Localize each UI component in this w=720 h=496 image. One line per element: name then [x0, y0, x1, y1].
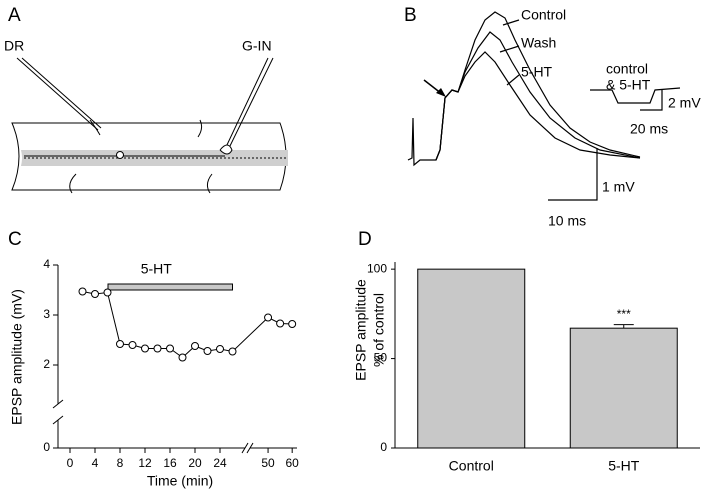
data-point [78, 287, 87, 296]
y-axis-label: % of control [371, 293, 387, 367]
y-tick-label: 2 [43, 357, 50, 371]
trace-label: Control [521, 7, 566, 23]
data-point [103, 288, 112, 297]
data-point [264, 313, 273, 322]
data-point [141, 344, 149, 353]
data-point [203, 347, 212, 355]
data-point [91, 290, 99, 298]
panel-label: A [8, 5, 21, 26]
data-point [191, 342, 199, 350]
scale-label: 2 mV [668, 95, 701, 111]
x-tick-label: Control [449, 458, 494, 474]
x-tick-label: 50 [261, 456, 275, 470]
data-point [288, 320, 297, 328]
panel-label: D [358, 229, 372, 250]
data-point [166, 344, 174, 353]
epsp-traces [407, 11, 681, 201]
y-tick-label: 100 [367, 261, 387, 275]
data-point [228, 347, 237, 356]
panel-label: C [8, 229, 22, 250]
y-tick-label: 0 [380, 440, 387, 454]
significance-label: *** [617, 307, 631, 321]
trace-label: Wash [521, 35, 556, 51]
treatment-label: 5-HT [141, 261, 173, 277]
inset-label: & 5-HT [606, 77, 651, 93]
scale-label: 10 ms [548, 213, 586, 229]
electrode-label: G-IN [242, 38, 272, 54]
error-bar [613, 324, 634, 329]
data-point [153, 344, 162, 353]
x-tick-label: 20 [188, 456, 202, 470]
x-tick-label: 5-HT [608, 458, 640, 474]
x-tick-label: 4 [92, 456, 99, 470]
x-tick-label: 16 [163, 456, 177, 470]
data-point [216, 345, 224, 353]
bar [569, 327, 678, 449]
x-tick-label: 60 [285, 456, 299, 470]
y-axis-label: EPSP amplitude [353, 279, 369, 381]
trace-label: 5-HT [521, 64, 553, 80]
electrode-label: DR [4, 38, 24, 54]
data-line [82, 291, 293, 359]
y-tick-label: 4 [43, 257, 50, 271]
x-tick-label: 24 [213, 456, 227, 470]
y-axis-label: EPSP amplitude (mV) [9, 289, 25, 425]
treatment-bar [107, 283, 233, 291]
inset-label: control [606, 61, 648, 77]
x-tick-label: 8 [117, 456, 124, 470]
x-tick-label: 12 [138, 456, 152, 470]
x-axis-label: Time (min) [147, 473, 213, 489]
data-point [128, 341, 137, 349]
y-tick-label: 0 [43, 440, 50, 454]
x-tick-label: 0 [67, 456, 74, 470]
scale-label: 20 ms [630, 121, 668, 137]
bar [417, 268, 526, 449]
arrow [423, 79, 446, 97]
y-tick-label: 50 [374, 351, 388, 365]
data-point [178, 353, 187, 362]
data-point [276, 319, 285, 328]
axis-break [241, 442, 254, 454]
scale-label: 1 mV [602, 179, 635, 195]
y-tick-label: 3 [43, 307, 50, 321]
spinal-cord-diagram [11, 57, 288, 194]
panel-label: B [404, 5, 417, 26]
axis-break [52, 399, 64, 425]
data-point [116, 340, 124, 348]
